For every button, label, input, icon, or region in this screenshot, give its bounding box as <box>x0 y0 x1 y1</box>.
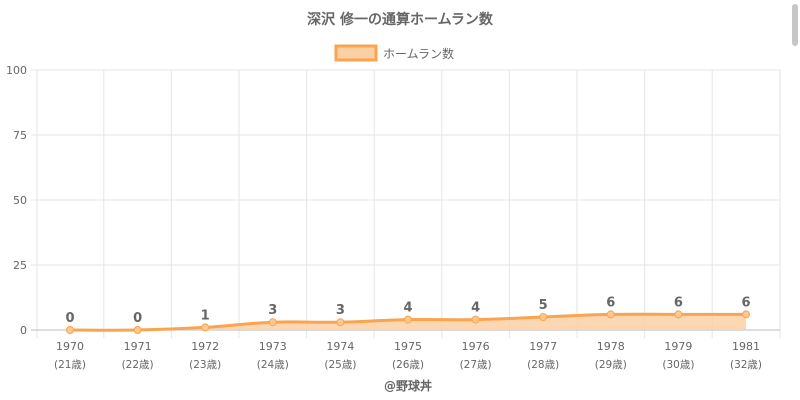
data-label: 6 <box>674 295 683 310</box>
grid <box>31 69 781 338</box>
x-tick-label: 1972 <box>191 340 219 353</box>
data-label: 4 <box>403 301 412 316</box>
legend[interactable]: ホームラン数 <box>334 44 454 62</box>
x-tick-label: 1973 <box>259 340 287 353</box>
x-tick-label: 1978 <box>597 340 625 353</box>
data-point <box>674 310 683 319</box>
data-point <box>742 310 750 319</box>
x-tick-sublabel: (23歳) <box>189 359 221 371</box>
x-tick-label: 1979 <box>664 340 692 353</box>
data-label: 3 <box>268 303 277 318</box>
x-tick-sublabel: (24歳) <box>257 359 289 371</box>
footer-credit: @野球丼 <box>384 378 432 393</box>
x-tick-sublabel: (27歳) <box>460 359 492 371</box>
y-tick-label: 50 <box>13 194 27 207</box>
x-tick-label: 1977 <box>529 340 557 353</box>
chart-title: 深沢 修一の通算ホームラン数 <box>307 11 494 28</box>
x-tick-sublabel: (30歳) <box>662 359 694 371</box>
x-tick-label: 1970 <box>56 340 84 353</box>
y-tick-label: 0 <box>20 324 27 337</box>
x-tick-label: 1975 <box>394 340 422 353</box>
legend-label: ホームラン数 <box>383 46 454 61</box>
x-tick-label: 1971 <box>124 340 152 353</box>
data-label: 0 <box>133 311 142 326</box>
x-tick-label: 1974 <box>326 340 354 353</box>
data-label: 5 <box>539 298 548 313</box>
x-tick-label: 1981 <box>732 340 760 353</box>
data-point <box>133 326 142 334</box>
page-scrollbar[interactable] <box>792 4 798 46</box>
x-tick-sublabel: (26歳) <box>392 359 424 371</box>
data-point <box>66 326 74 334</box>
x-tick-sublabel: (28歳) <box>527 359 559 371</box>
x-tick-sublabel: (22歳) <box>122 359 154 371</box>
x-tick-sublabel: (32歳) <box>730 359 762 371</box>
x-tick-sublabel: (25歳) <box>324 359 356 371</box>
data-label: 4 <box>471 301 480 316</box>
x-tick-sublabel: (21歳) <box>54 359 86 371</box>
data-point <box>471 315 480 324</box>
data-label: 3 <box>336 303 345 318</box>
x-axis: 1970 (21歳) 1971 (22歳) 1972 (23歳) 1973 (24歳) 1974… <box>54 340 762 371</box>
data-label: 6 <box>741 295 750 310</box>
data-label: 6 <box>606 295 615 310</box>
x-tick-sublabel: (29歳) <box>595 359 627 371</box>
y-tick-label: 75 <box>13 129 27 142</box>
y-tick-label: 25 <box>13 259 27 272</box>
data-point <box>268 318 277 327</box>
data-label: 1 <box>201 308 210 323</box>
data-point <box>539 313 548 321</box>
plot-area <box>66 310 750 334</box>
data-point <box>336 318 345 327</box>
x-tick-label: 1976 <box>462 340 490 353</box>
data-point <box>404 315 412 324</box>
y-axis: 0 25 50 75 100 <box>6 64 27 337</box>
y-tick-label: 100 <box>6 64 27 77</box>
data-point <box>606 310 615 319</box>
data-label: 0 <box>65 311 74 326</box>
data-labels: 0 0 1 3 3 4 4 5 6 6 6 <box>65 295 750 326</box>
data-point <box>201 323 210 332</box>
legend-swatch <box>334 44 378 62</box>
